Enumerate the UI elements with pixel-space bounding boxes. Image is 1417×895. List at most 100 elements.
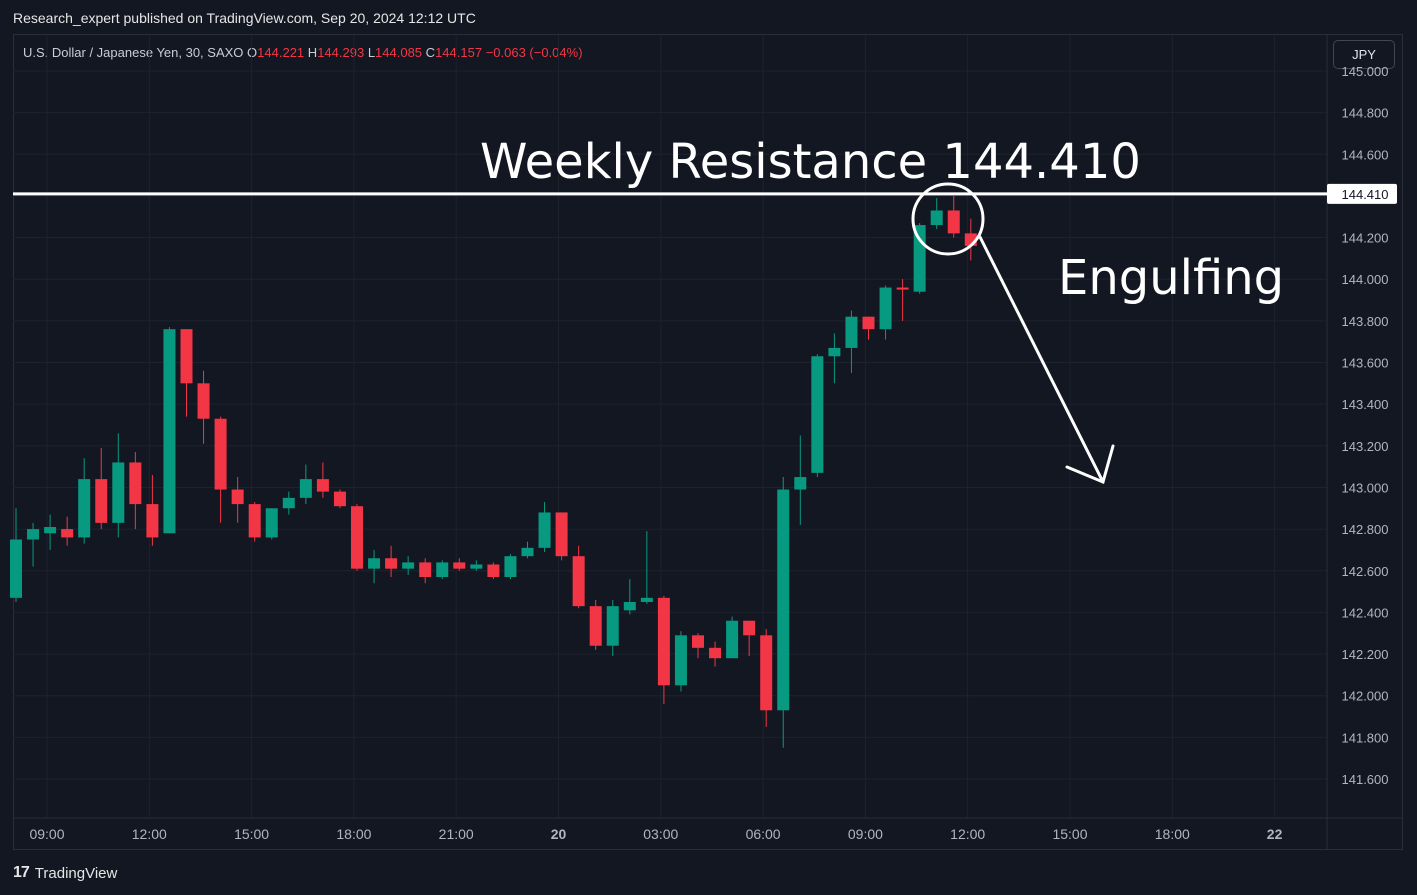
candle-body (606, 606, 619, 646)
candle (402, 556, 415, 575)
candle-body (402, 562, 415, 569)
candles (10, 195, 977, 748)
y-tick-label: 143.200 (1342, 439, 1389, 454)
candle (504, 554, 517, 580)
candle-body (197, 383, 210, 419)
tradingview-logo[interactable]: 17 TradingView (13, 864, 117, 882)
x-tick-label: 15:00 (234, 826, 269, 842)
candle-body (657, 597, 670, 686)
y-tick-label: 141.600 (1342, 772, 1389, 787)
low-value: 144.085 (375, 45, 423, 60)
x-tick-label: 18:00 (1155, 826, 1190, 842)
candle-body (129, 462, 142, 505)
candle (180, 329, 193, 417)
candle-body (78, 479, 91, 538)
candle-body (436, 562, 449, 577)
candle-body (811, 356, 824, 473)
time-axis: 09:00 12:00 15:00 18:00 21:00 20 03:00 06:00 09:… (29, 826, 1282, 842)
candle-body (180, 329, 193, 384)
candle (572, 545, 585, 609)
candle (265, 508, 278, 540)
candle-body (760, 635, 773, 711)
candle-body (930, 210, 943, 226)
candle (299, 464, 312, 505)
candle-body (947, 210, 960, 234)
candle-body (419, 562, 432, 577)
x-tick-label: 18:00 (336, 826, 371, 842)
candle-body (282, 497, 295, 509)
candle-body (828, 347, 841, 357)
candle (692, 633, 704, 659)
candle-body (572, 556, 585, 607)
candle (368, 549, 381, 584)
candle-body (231, 489, 244, 505)
chart-grid (13, 35, 1403, 850)
candle (44, 514, 57, 550)
open-value: 144.221 (257, 45, 305, 60)
candle (453, 558, 466, 571)
y-tick-label: 145.000 (1342, 64, 1389, 79)
candle (95, 447, 108, 530)
candle-body (504, 556, 517, 577)
candle-body (487, 564, 500, 577)
candle (10, 508, 22, 602)
resistance-price-label: 144.410 (1342, 187, 1389, 202)
candle-body (163, 329, 176, 534)
close-label: C (425, 45, 436, 60)
candle (419, 558, 432, 584)
candle (248, 502, 261, 542)
tradingview-mark: 17 (13, 864, 30, 881)
candle (555, 512, 568, 561)
candle (930, 197, 943, 230)
candle (811, 354, 824, 478)
candle (794, 435, 807, 525)
engulfing-circle (911, 182, 985, 256)
x-tick-label: 20 (551, 826, 567, 842)
candle (282, 491, 295, 515)
y-tick-label: 141.800 (1342, 730, 1389, 745)
candle-body (265, 508, 278, 538)
candle (538, 502, 551, 553)
open-label: O (247, 45, 258, 60)
candle-body (368, 558, 381, 569)
currency-button[interactable]: JPY (1333, 40, 1395, 69)
candle (351, 504, 363, 571)
candle-body (214, 418, 227, 490)
candle (879, 285, 892, 340)
candle-body (333, 491, 346, 507)
candle-body (146, 504, 159, 538)
candle (640, 531, 653, 605)
candle (61, 516, 74, 546)
candle (146, 474, 159, 546)
candle (27, 522, 40, 567)
tradingview-logo-text: TradingView (34, 864, 118, 882)
y-tick-label: 142.200 (1342, 647, 1389, 662)
y-tick-label: 143.800 (1342, 314, 1389, 329)
candle-body (521, 547, 534, 557)
x-tick-label: 12:00 (950, 826, 985, 842)
y-tick-label: 144.000 (1342, 272, 1389, 287)
candle (385, 545, 398, 577)
x-tick-label: 06:00 (746, 826, 781, 842)
candle-body (777, 489, 790, 711)
close-value: 144.157 (435, 45, 483, 60)
candle (674, 631, 687, 692)
candle (743, 620, 756, 657)
candle-body (470, 564, 483, 569)
candle (316, 462, 329, 498)
candle (333, 489, 346, 509)
engulfing-annotation: Engulfing (1058, 250, 1284, 306)
candle-body (538, 512, 551, 548)
candle-body (726, 620, 739, 659)
candle (436, 560, 449, 580)
price-axis: 141.600 141.800 142.000 142.200 142.400 142.6… (1342, 64, 1389, 787)
candle (197, 370, 210, 444)
published-line: Research_expert published on TradingView… (13, 10, 476, 26)
candle (760, 629, 773, 727)
symbol-name: U.S. Dollar / Japanese Yen, 30, SAXO (23, 45, 244, 60)
candle (777, 477, 790, 748)
y-tick-label: 143.600 (1342, 356, 1389, 371)
candle (947, 195, 960, 238)
candle (112, 433, 125, 538)
